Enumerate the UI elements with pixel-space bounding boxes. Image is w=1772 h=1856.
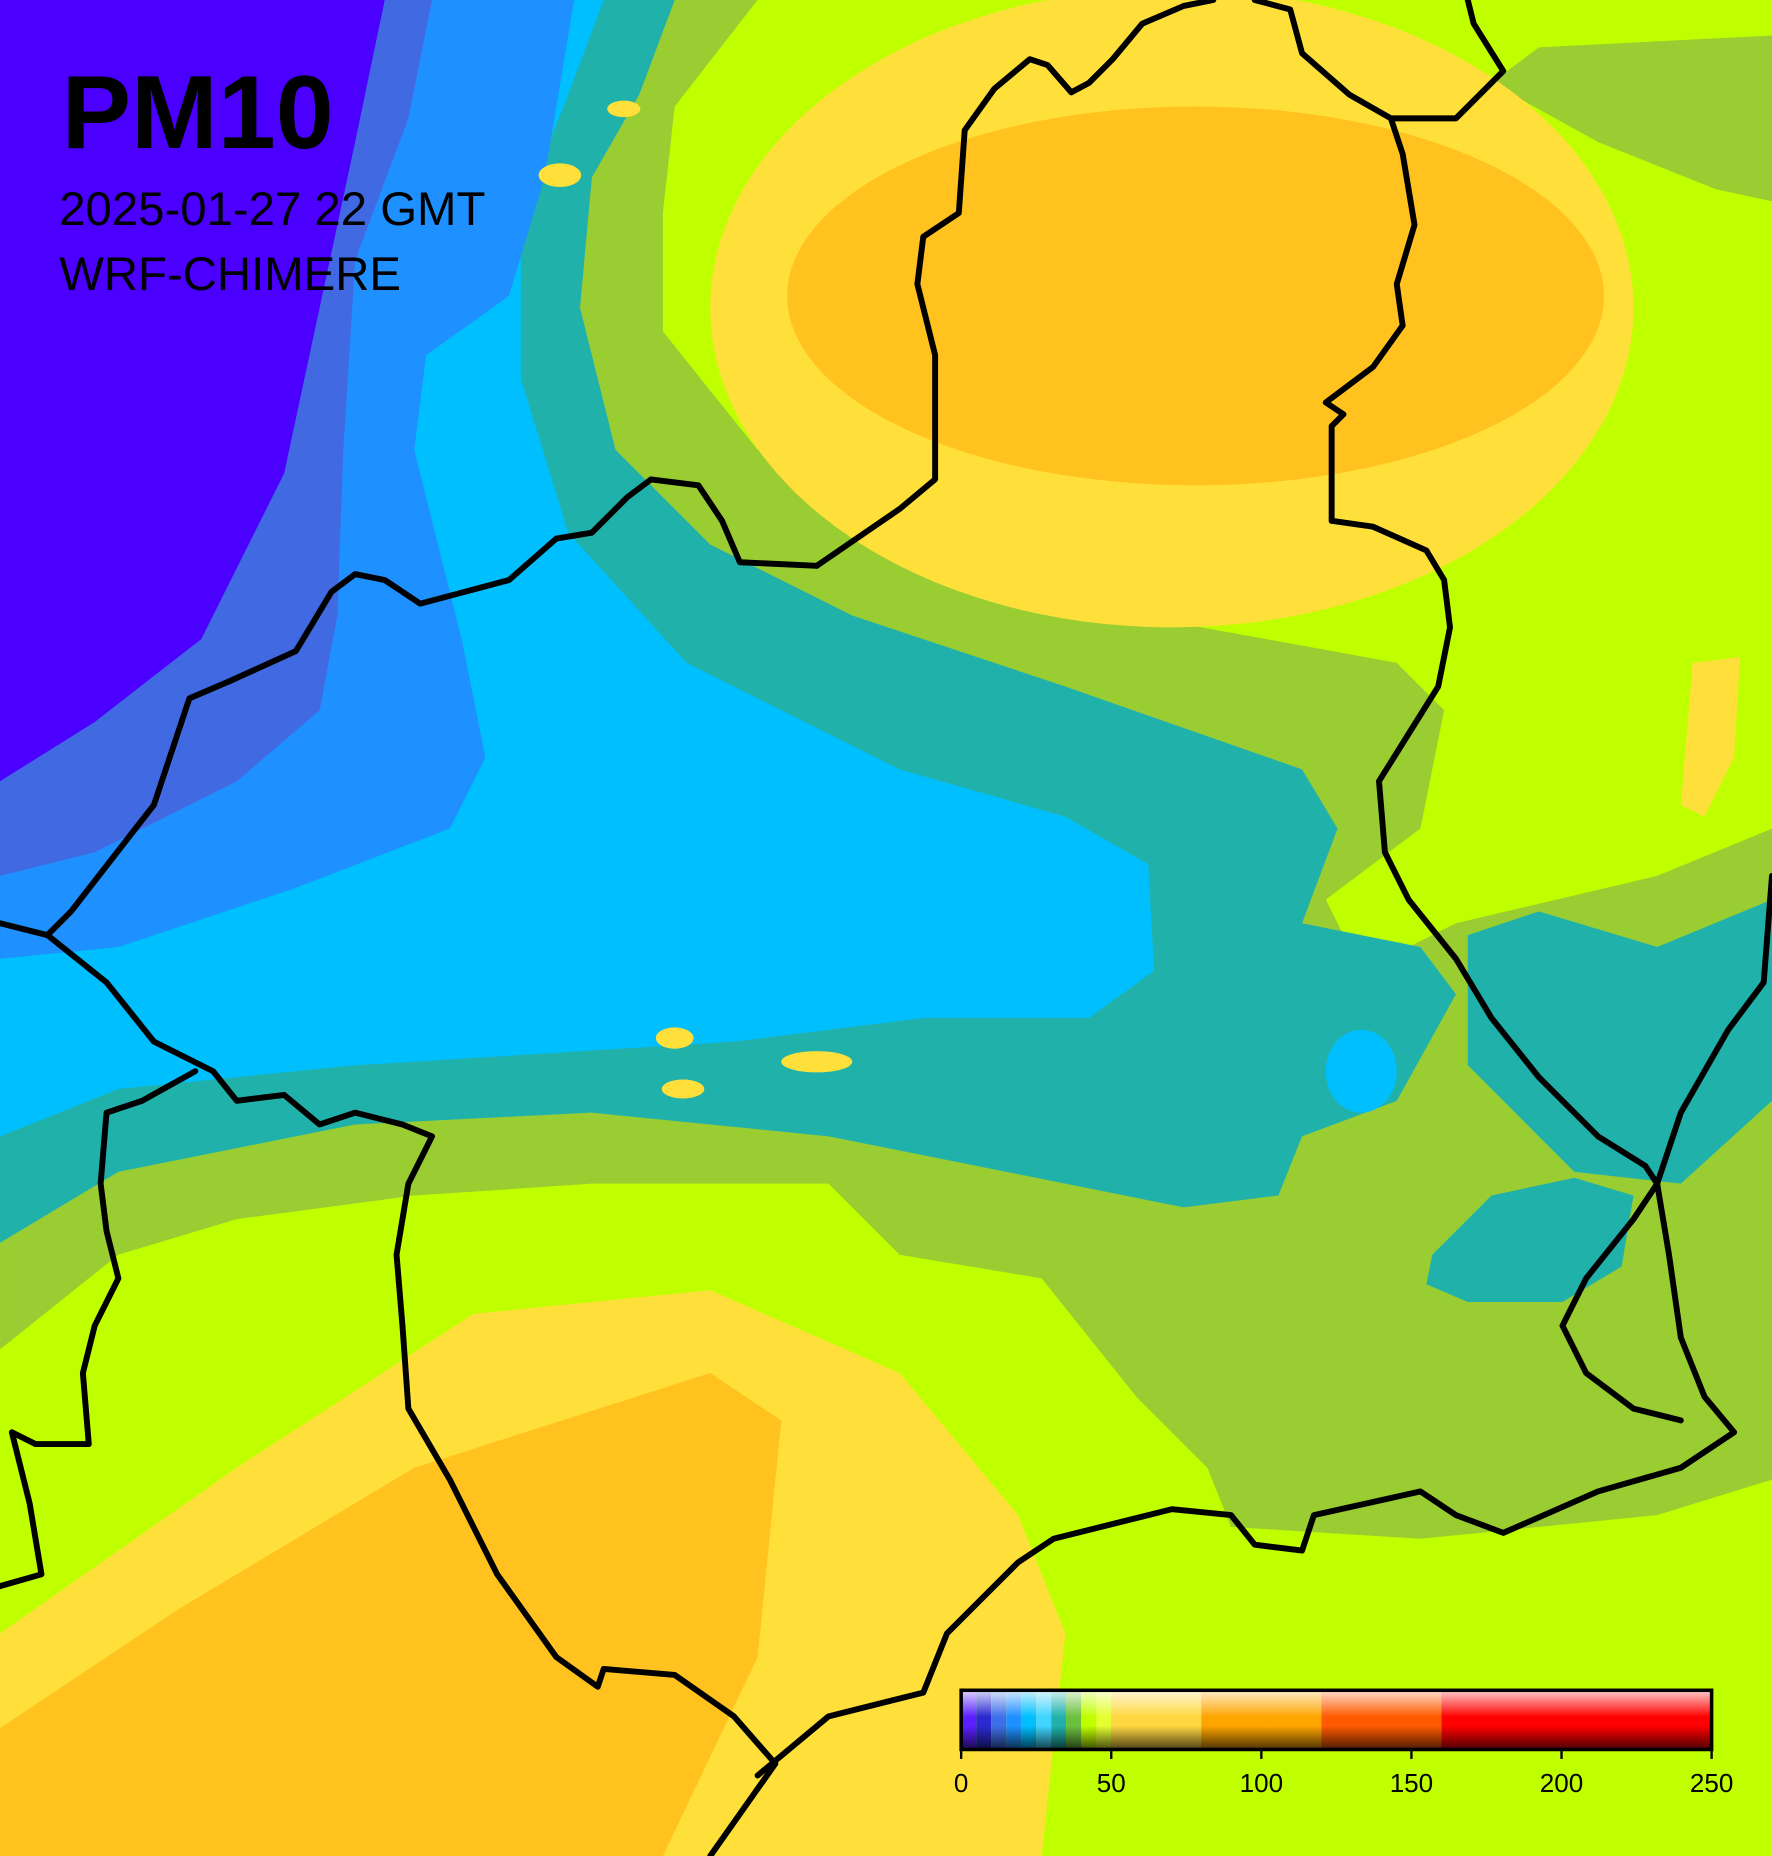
- border: [1322, 115, 1772, 1187]
- zone-orange: [0, 1373, 782, 1856]
- colorbar-tick-label: 200: [1540, 1768, 1583, 1798]
- border: [0, 1068, 199, 1590]
- zone-purple: [0, 0, 385, 782]
- colorbar-frame: [959, 1688, 1714, 1752]
- zone-orange: [787, 106, 1604, 486]
- zone-yellow: [1680, 656, 1741, 817]
- zone-green: [1491, 35, 1772, 202]
- colorbar-tick-label: 0: [954, 1768, 968, 1798]
- title: PM10: [62, 55, 334, 171]
- border: [44, 932, 779, 1856]
- hotspots: [538, 100, 853, 1099]
- zone-teal: [1467, 899, 1772, 1184]
- colorbar-tick-label: 100: [1240, 1768, 1283, 1798]
- colorbar: 0 50 100 150 200 250: [954, 1688, 1733, 1798]
- colorbar-tick-label: 50: [1097, 1768, 1126, 1798]
- colorbar-tick-label: 250: [1690, 1768, 1733, 1798]
- border: [0, 476, 820, 939]
- zone-cyan: [1325, 1029, 1397, 1113]
- border: [754, 1180, 1738, 1779]
- colorbar-shading: [961, 1690, 1712, 1750]
- model-name: WRF-CHIMERE: [59, 248, 401, 301]
- colorbar-tick-label: 150: [1390, 1768, 1433, 1798]
- timestamp: 2025-01-27 22 GMT: [59, 183, 485, 236]
